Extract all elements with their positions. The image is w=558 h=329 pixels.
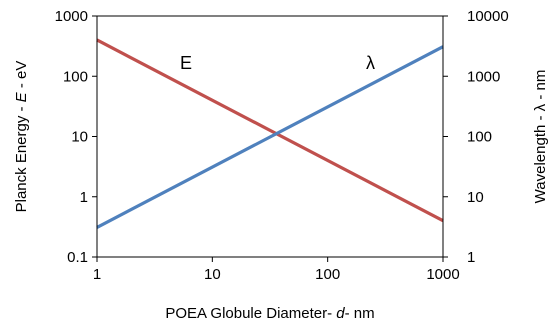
series-line-energy — [96, 38, 444, 223]
y-tick-label: 100 — [63, 68, 88, 85]
series-label-energy: E — [180, 53, 192, 73]
series-lines — [96, 38, 444, 229]
y-tick-label: 10 — [71, 129, 88, 146]
y2-tick-label: 10000 — [467, 8, 509, 25]
y-right-axis-title: Wavelength - λ - nm — [532, 70, 549, 204]
y-tick-label: 1000 — [55, 8, 88, 25]
x-tick-labels: 1 10 100 1000 — [93, 266, 460, 283]
plot-frame — [96, 15, 444, 258]
x-tick-label: 100 — [315, 266, 340, 283]
y2-tick-label: 100 — [467, 129, 492, 146]
y-right-tick-labels: 1 10 100 1000 10000 — [467, 8, 509, 266]
y-left-tick-labels: 0.1 1 10 100 1000 — [55, 8, 88, 266]
x-tick-label: 1 — [93, 266, 101, 283]
x-tick-label: 1000 — [426, 266, 459, 283]
y-tick-label: 0.1 — [67, 249, 88, 266]
x-tick-label: 10 — [204, 266, 221, 283]
y-left-axis-title: Planck Energy - E - eV — [13, 61, 30, 213]
y2-tick-label: 1000 — [467, 68, 500, 85]
y-tick-label: 1 — [80, 189, 88, 206]
series-label-wavelength: λ — [366, 53, 375, 73]
series-line-wavelength — [96, 45, 444, 229]
y2-tick-label: 1 — [467, 249, 475, 266]
tick-marks — [92, 15, 448, 262]
x-axis-title: POEA Globule Diameter- d- nm — [165, 305, 374, 322]
y2-tick-label: 10 — [467, 189, 484, 206]
